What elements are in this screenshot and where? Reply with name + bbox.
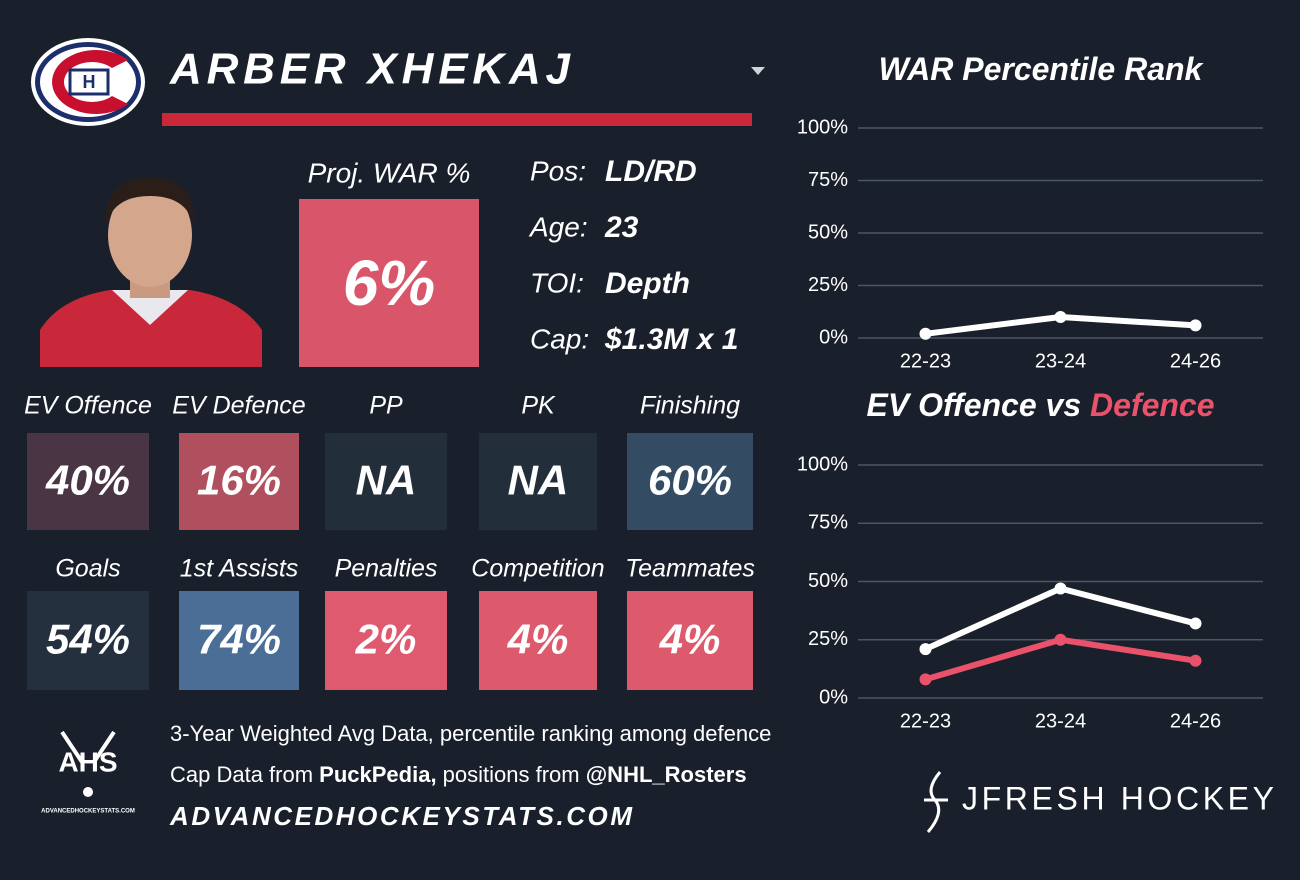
tile [627,591,753,690]
tile [27,591,149,690]
series-point [1189,654,1202,667]
chart-title-text: EV Offence vs [866,387,1090,423]
series-point [1054,311,1067,323]
info-value: 23 [604,211,639,244]
series-point [1054,633,1067,646]
tile-value: NA [508,457,569,504]
tile-value: 60% [648,457,732,504]
projection-value: 6% [343,247,436,319]
tile [179,591,299,690]
series-point [919,643,932,656]
tile-value: 16% [197,457,281,504]
x-tick-label: 24-26 [1170,350,1221,372]
svg-text:H: H [83,72,96,92]
ahs-logo [60,730,116,797]
chart-title: EV Offence vs Defence [866,387,1214,423]
tile-label: PP [369,392,403,420]
info-label: Age: [528,211,588,242]
tile-value: 4% [507,616,569,663]
tile-value: 4% [659,616,721,663]
y-tick-label: 100% [797,453,848,475]
tile [325,591,447,690]
y-tick-label: 75% [808,169,848,191]
tile-value: 54% [46,616,130,663]
source-part: Cap Data from [170,762,319,787]
footer-note: 3-Year Weighted Avg Data, percentile ran… [170,721,771,746]
brand-logo [924,771,948,833]
dropdown-arrow[interactable] [751,67,765,75]
tile-label: Competition [471,555,604,583]
info-label: Pos: [530,155,586,186]
x-tick-label: 22-23 [900,710,951,732]
tile-value: 40% [45,457,130,504]
info-label: TOI: [530,267,584,298]
tile-label: Goals [55,555,120,583]
tile [479,591,597,690]
chart-title: WAR Percentile Rank [879,51,1205,87]
player-photo [40,175,262,367]
y-tick-label: 25% [808,628,848,650]
tile [179,433,299,530]
chart-title-highlight: Defence [1090,387,1215,423]
tile-value: 74% [197,616,281,663]
info-value: $1.3M x 1 [604,323,738,356]
tile-label: Finishing [640,392,740,420]
y-tick-label: 0% [819,326,848,348]
info-label: Cap: [530,323,589,354]
series-point [1189,617,1202,630]
chart-title-text: WAR Percentile Rank [879,51,1205,87]
projection-label: Proj. WAR % [308,157,471,188]
source-part: positions from [437,762,586,787]
tile [325,433,447,530]
ahs-logo-caption: ADVANCEDHOCKEYSTATS.COM [41,809,135,815]
tile-label: 1st Assists [180,555,299,583]
source-part: PuckPedia, [319,762,436,787]
series-point [919,327,932,340]
x-tick-label: 23-24 [1035,710,1086,732]
y-tick-label: 50% [808,570,848,592]
info-value: LD/RD [605,155,697,188]
series-point [1189,319,1202,332]
tile-value: 2% [355,616,417,663]
team-logo: H [31,38,145,126]
projection-box [299,199,479,367]
series-point [919,673,932,686]
y-tick-label: 0% [819,686,848,708]
source-part: @NHL_Rosters [586,762,747,787]
player-name: ARBER XHEKAJ [169,45,572,94]
series-point [1054,582,1067,595]
tile [627,433,753,530]
tile-label: Penalties [335,555,438,583]
tile [479,433,597,530]
footer-sources: Cap Data from PuckPedia, positions from … [170,762,747,787]
x-tick-label: 24-26 [1170,710,1221,732]
tile-label: Teammates [625,555,755,583]
y-tick-label: 75% [808,512,848,534]
info-value: Depth [605,267,690,300]
tile-label: EV Defence [172,392,305,420]
tile-label: EV Offence [24,392,152,420]
x-tick-label: 22-23 [900,350,951,372]
name-underline [162,113,752,126]
y-tick-label: 50% [808,221,848,243]
y-tick-label: 25% [808,274,848,296]
tile-label: PK [521,392,556,420]
tile-value: NA [356,457,417,504]
tile [27,433,149,530]
y-tick-label: 100% [797,116,848,138]
footer-site: ADVANCEDHOCKEYSTATS.COM [169,801,633,831]
x-tick-label: 23-24 [1035,350,1086,372]
ahs-logo-text: AHS [58,746,117,777]
